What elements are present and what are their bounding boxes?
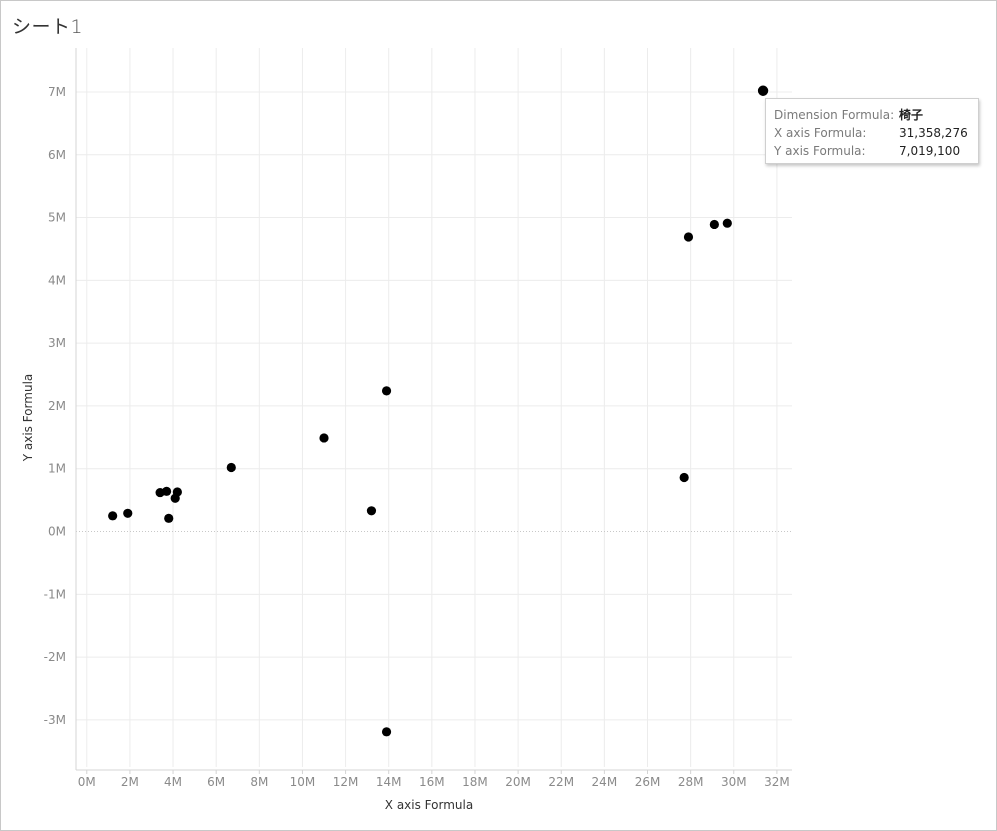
data-point[interactable] — [381, 386, 392, 396]
y-tick-label: -1M — [44, 587, 66, 601]
y-tick-label: 2M — [48, 399, 66, 413]
data-point[interactable] — [108, 511, 118, 521]
data-point[interactable] — [683, 232, 694, 242]
tooltip-dimension-value: 椅子 — [899, 108, 924, 122]
y-axis-title: Y axis Formula — [21, 374, 35, 463]
x-tick-label: 20M — [505, 775, 531, 789]
y-tick-label: -3M — [44, 713, 66, 727]
data-point[interactable] — [679, 472, 689, 483]
tooltip-dimension-label: Dimension Formula: — [774, 108, 895, 122]
x-tick-label: 28M — [678, 775, 704, 789]
x-tick-label: 32M — [764, 775, 790, 789]
y-tick-label: 0M — [48, 525, 66, 539]
y-tick-label: 6M — [48, 148, 66, 162]
x-tick-label: 14M — [376, 775, 402, 789]
y-tick-label: 3M — [48, 336, 66, 350]
tooltip-x-value: 31,358,276 — [899, 126, 968, 140]
x-tick-label: 10M — [290, 775, 316, 789]
grid-layer — [76, 48, 792, 767]
sheet-title-text: シート — [12, 16, 71, 38]
data-point[interactable] — [164, 513, 174, 523]
tooltip-row-y: Y axis Formula: 7,019,100 — [774, 142, 970, 160]
tooltip-y-value: 7,019,100 — [899, 144, 961, 158]
data-point[interactable] — [161, 486, 172, 496]
data-point[interactable] — [366, 506, 377, 516]
tooltip-x-label: X axis Formula: — [774, 126, 867, 140]
y-tick-label: 5M — [48, 211, 66, 225]
x-tick-label: 24M — [592, 775, 618, 789]
tooltip-row-dimension: Dimension Formula: 椅子 — [774, 106, 970, 124]
x-tick-label: 8M — [250, 775, 268, 789]
x-tick-label: 16M — [419, 775, 445, 789]
x-tick-label: 0M — [78, 775, 96, 789]
data-point[interactable] — [381, 727, 392, 737]
x-tick-label: 4M — [164, 775, 182, 789]
x-axis-title: X axis Formula — [385, 798, 473, 812]
x-tick-label: 30M — [721, 775, 747, 789]
y-tick-label: 4M — [48, 273, 66, 287]
data-point[interactable] — [722, 218, 732, 228]
data-point[interactable] — [123, 508, 133, 518]
data-point[interactable] — [226, 462, 236, 473]
x-tick-label: 2M — [121, 775, 139, 789]
x-tick-label: 18M — [462, 775, 488, 789]
x-tick-label: 12M — [333, 775, 359, 789]
data-point[interactable] — [709, 219, 719, 230]
data-point-highlighted[interactable] — [757, 84, 769, 97]
y-tick-label: -2M — [44, 650, 66, 664]
x-tick-label: 6M — [207, 775, 225, 789]
y-tick-label: 1M — [48, 462, 66, 476]
data-point[interactable] — [319, 433, 329, 443]
sheet-title: シート1 — [12, 12, 83, 39]
data-points[interactable] — [108, 84, 769, 737]
axis-layer: 0M 2M 4M 6M 8M 10M 12M 14M 16M 18M 20M 22M 24M 26M 28M… — [44, 48, 792, 789]
x-tick-label: 26M — [635, 775, 661, 789]
y-tick-label: 7M — [48, 85, 66, 99]
x-tick-label: 22M — [548, 775, 574, 789]
tooltip-row-x: X axis Formula: 31,358,276 — [774, 124, 970, 142]
data-point[interactable] — [172, 487, 182, 497]
sheet-title-number: 1 — [70, 16, 84, 38]
tooltip: Dimension Formula: 椅子 X axis Formula: 31… — [765, 98, 979, 164]
tooltip-y-label: Y axis Formula: — [774, 144, 866, 158]
